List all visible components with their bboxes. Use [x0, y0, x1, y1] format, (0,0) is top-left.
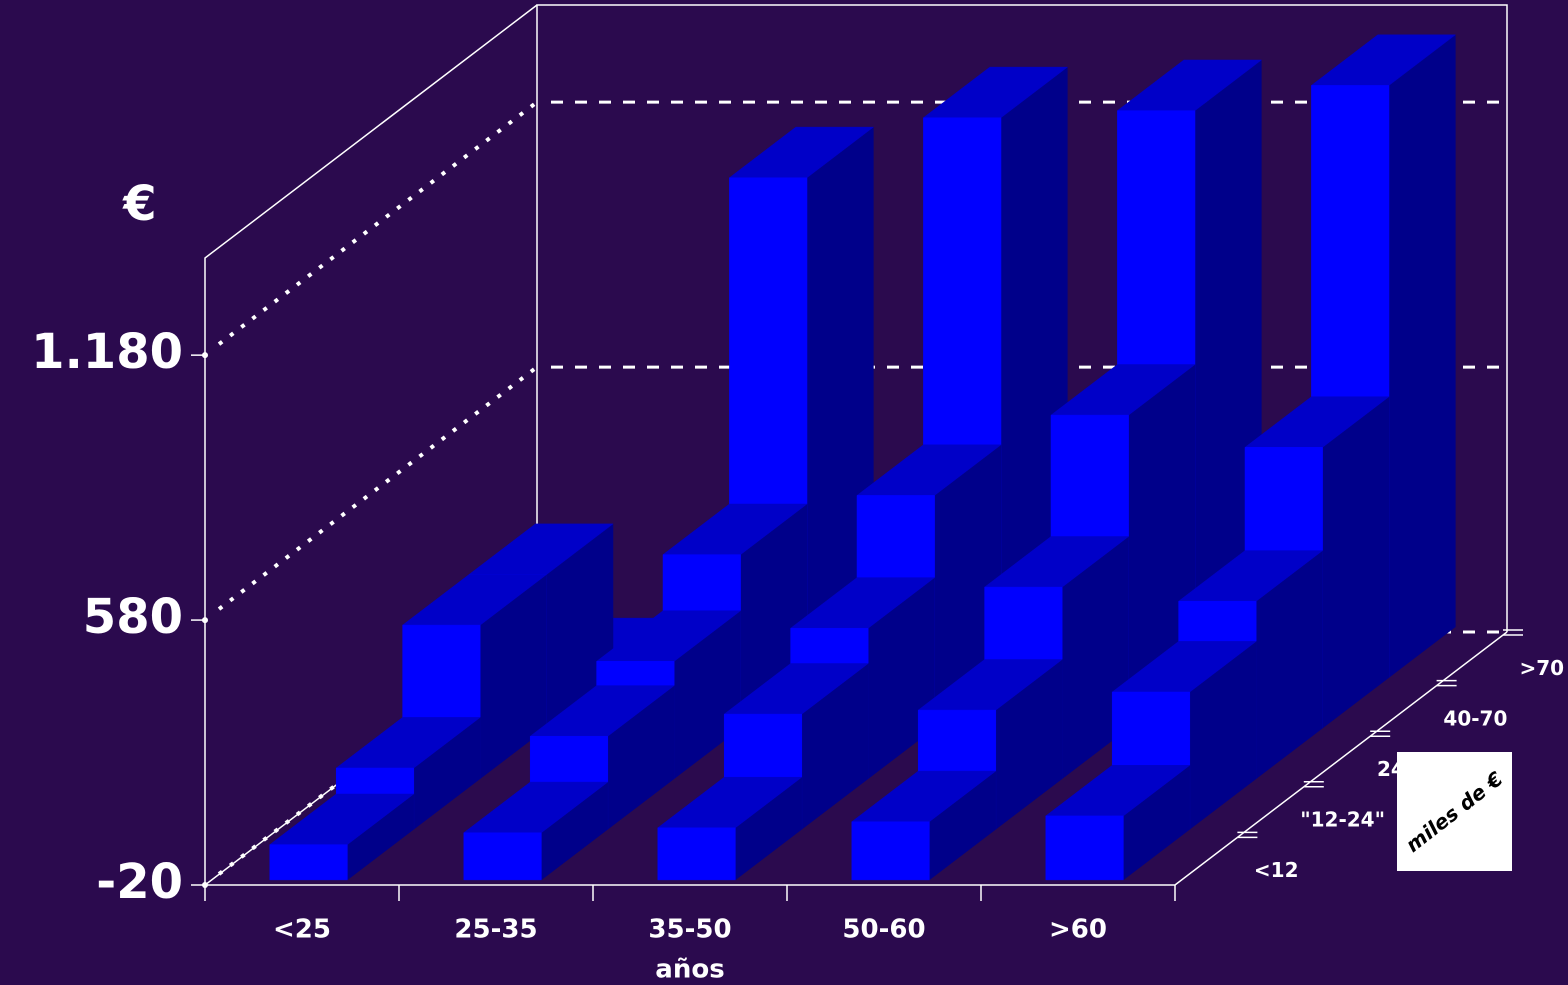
y-tick-label: 580	[83, 589, 183, 645]
bar-side	[1322, 396, 1390, 729]
bar	[463, 832, 542, 881]
depth-tick-label: >70	[1520, 656, 1565, 680]
label-box	[1397, 752, 1512, 871]
grid-line	[217, 365, 539, 611]
grid-line	[217, 100, 539, 346]
x-tick-label: >60	[1049, 915, 1107, 945]
depth-tick-label: <12	[1254, 858, 1299, 882]
depth-tick-label: "12-24"	[1300, 808, 1385, 832]
y-tick-dot	[202, 617, 208, 624]
back-wall	[536, 4, 1508, 632]
x-tick-label: 50-60	[842, 915, 925, 945]
x-axis-label: años	[655, 955, 724, 985]
bars	[269, 34, 1457, 881]
x-tick-label: 35-50	[648, 915, 731, 945]
x-tick-label: 25-35	[454, 915, 537, 945]
depth-tick-label: 40-70	[1443, 706, 1507, 730]
y-tick-label: 1.180	[31, 324, 183, 380]
bar	[657, 827, 736, 881]
bar	[1045, 815, 1124, 881]
bar	[269, 844, 348, 881]
y-tick-label: -20	[96, 854, 183, 910]
x-tick-label: <25	[273, 915, 331, 945]
bar	[851, 821, 930, 881]
y-tick-dot	[202, 352, 208, 359]
bar-side	[1388, 34, 1456, 679]
y-axis-label: €	[122, 176, 156, 232]
depth-label-box: miles de €	[1397, 752, 1512, 871]
side-wall	[204, 4, 538, 885]
